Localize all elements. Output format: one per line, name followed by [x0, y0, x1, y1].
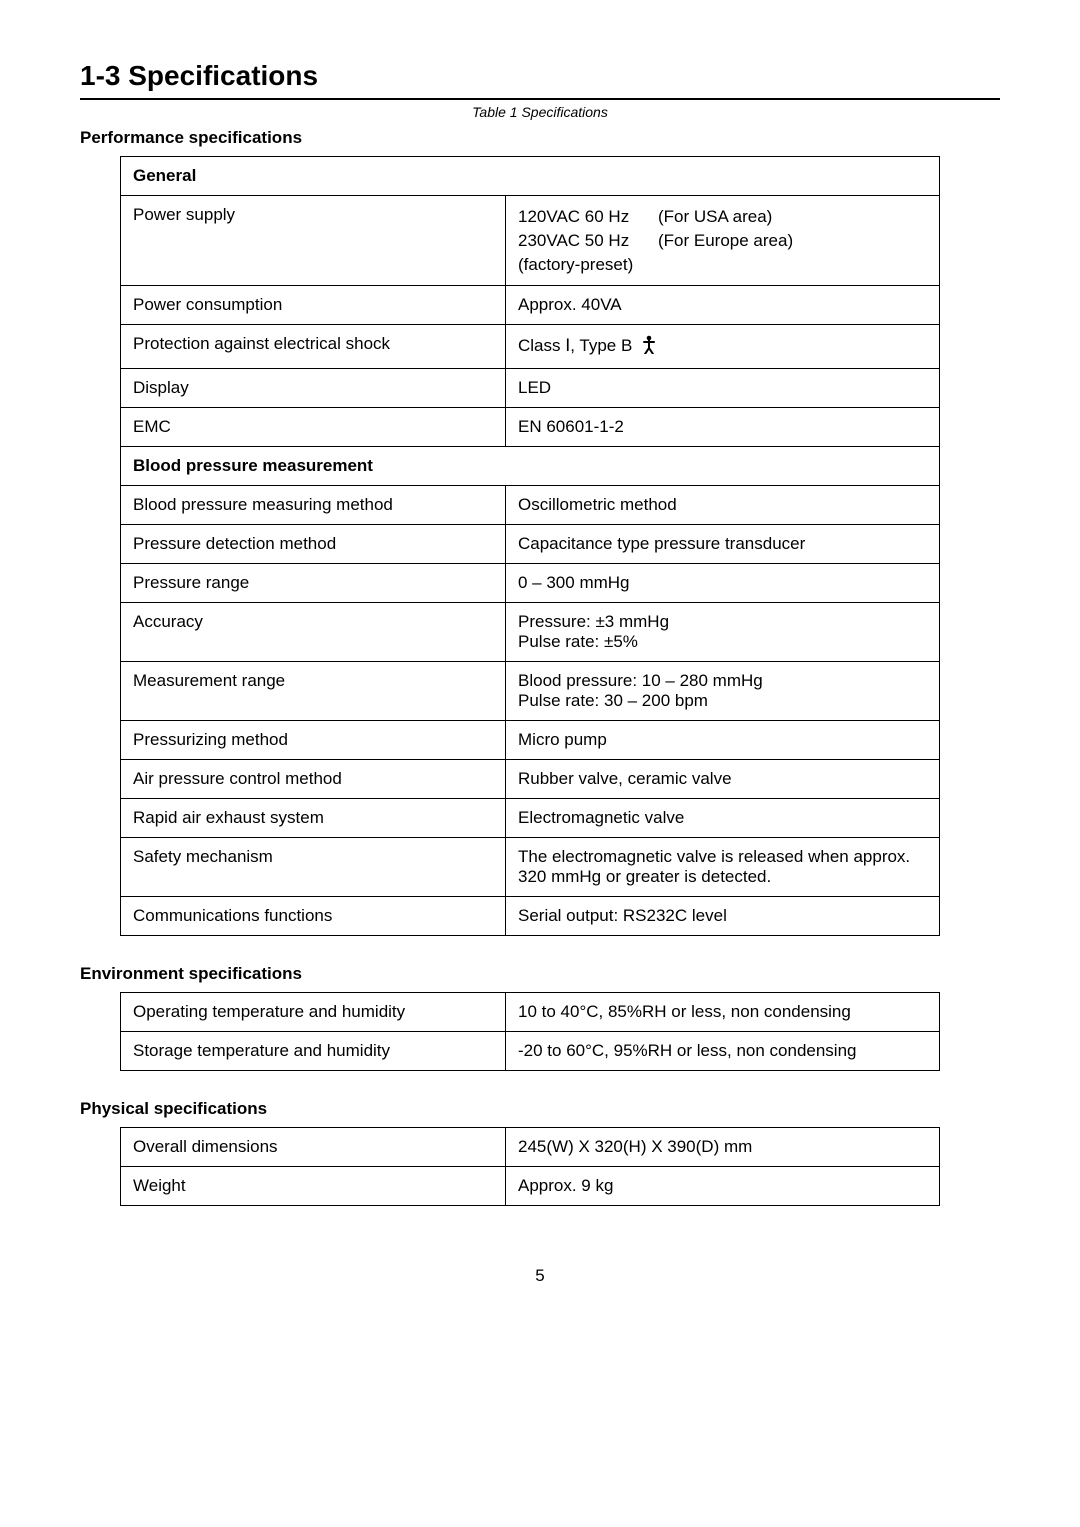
type-b-icon	[641, 334, 657, 359]
table-row: Power supply 120VAC 60 Hz (For USA area)…	[121, 196, 940, 286]
spec-label: Display	[121, 369, 506, 408]
page-number: 5	[80, 1266, 1000, 1286]
meas-range-pulse: Pulse rate: 30 – 200 bpm	[518, 691, 927, 711]
table-row: Operating temperature and humidity 10 to…	[121, 993, 940, 1032]
table-row: EMC EN 60601-1-2	[121, 408, 940, 447]
spec-label: Air pressure control method	[121, 760, 506, 799]
performance-subhead: Performance specifications	[80, 128, 1000, 148]
power-supply-usa-volt: 120VAC 60 Hz	[518, 205, 658, 229]
spec-value: Approx. 9 kg	[506, 1167, 940, 1206]
spec-value: Capacitance type pressure transducer	[506, 525, 940, 564]
spec-value: 245(W) X 320(H) X 390(D) mm	[506, 1128, 940, 1167]
table-row: Communications functions Serial output: …	[121, 897, 940, 936]
accuracy-pressure: Pressure: ±3 mmHg	[518, 612, 927, 632]
spec-label: Weight	[121, 1167, 506, 1206]
section-heading: 1-3 Specifications	[80, 60, 1000, 100]
physical-table: Overall dimensions 245(W) X 320(H) X 390…	[120, 1127, 940, 1206]
spec-label: Accuracy	[121, 603, 506, 662]
table-row: Weight Approx. 9 kg	[121, 1167, 940, 1206]
table-caption: Table 1 Specifications	[80, 104, 1000, 120]
table-row: Blood pressure measuring method Oscillom…	[121, 486, 940, 525]
spec-label: Pressurizing method	[121, 721, 506, 760]
spec-value: The electromagnetic valve is released wh…	[506, 838, 940, 897]
spec-label: Overall dimensions	[121, 1128, 506, 1167]
meas-range-bp: Blood pressure: 10 – 280 mmHg	[518, 671, 927, 691]
table-row: General	[121, 157, 940, 196]
spec-label: Pressure detection method	[121, 525, 506, 564]
table-row: Overall dimensions 245(W) X 320(H) X 390…	[121, 1128, 940, 1167]
power-supply-eu-area: (For Europe area)	[658, 229, 793, 253]
spec-value: 10 to 40°C, 85%RH or less, non condensin…	[506, 993, 940, 1032]
spec-value: EN 60601-1-2	[506, 408, 940, 447]
spec-value: 0 – 300 mmHg	[506, 564, 940, 603]
environment-table: Operating temperature and humidity 10 to…	[120, 992, 940, 1071]
physical-subhead: Physical specifications	[80, 1099, 1000, 1119]
table-row: Display LED	[121, 369, 940, 408]
table-row: Rapid air exhaust system Electromagnetic…	[121, 799, 940, 838]
spec-label: Measurement range	[121, 662, 506, 721]
spec-value: Pressure: ±3 mmHg Pulse rate: ±5%	[506, 603, 940, 662]
spec-value: Serial output: RS232C level	[506, 897, 940, 936]
spec-label: Communications functions	[121, 897, 506, 936]
spec-value: Class Ⅰ, Type B	[506, 325, 940, 369]
spec-value: -20 to 60°C, 95%RH or less, non condensi…	[506, 1032, 940, 1071]
spec-value: Electromagnetic valve	[506, 799, 940, 838]
spec-value: Approx. 40VA	[506, 286, 940, 325]
spec-label: Protection against electrical shock	[121, 325, 506, 369]
power-supply-eu-volt: 230VAC 50 Hz	[518, 229, 658, 253]
spec-label: Pressure range	[121, 564, 506, 603]
section-header-general: General	[121, 157, 940, 196]
spec-label: Safety mechanism	[121, 838, 506, 897]
table-row: Pressure detection method Capacitance ty…	[121, 525, 940, 564]
spec-label: Power consumption	[121, 286, 506, 325]
performance-table: General Power supply 120VAC 60 Hz (For U…	[120, 156, 940, 936]
table-row: Storage temperature and humidity -20 to …	[121, 1032, 940, 1071]
table-row: Pressure range 0 – 300 mmHg	[121, 564, 940, 603]
table-row: Pressurizing method Micro pump	[121, 721, 940, 760]
spec-label: Rapid air exhaust system	[121, 799, 506, 838]
protection-text: Class Ⅰ, Type B	[518, 336, 632, 355]
table-row: Accuracy Pressure: ±3 mmHg Pulse rate: ±…	[121, 603, 940, 662]
power-supply-factory: (factory-preset)	[518, 253, 927, 277]
power-supply-usa-area: (For USA area)	[658, 205, 772, 229]
spec-value: Blood pressure: 10 – 280 mmHg Pulse rate…	[506, 662, 940, 721]
spec-value: 120VAC 60 Hz (For USA area) 230VAC 50 Hz…	[506, 196, 940, 286]
accuracy-pulse: Pulse rate: ±5%	[518, 632, 927, 652]
spec-label: Blood pressure measuring method	[121, 486, 506, 525]
spec-value: LED	[506, 369, 940, 408]
environment-subhead: Environment specifications	[80, 964, 1000, 984]
table-row: Measurement range Blood pressure: 10 – 2…	[121, 662, 940, 721]
section-header-bp: Blood pressure measurement	[121, 447, 940, 486]
table-row: Protection against electrical shock Clas…	[121, 325, 940, 369]
spec-value: Oscillometric method	[506, 486, 940, 525]
spec-value: Micro pump	[506, 721, 940, 760]
spec-label: Operating temperature and humidity	[121, 993, 506, 1032]
spec-value: Rubber valve, ceramic valve	[506, 760, 940, 799]
table-row: Safety mechanism The electromagnetic val…	[121, 838, 940, 897]
table-row: Air pressure control method Rubber valve…	[121, 760, 940, 799]
table-row: Power consumption Approx. 40VA	[121, 286, 940, 325]
spec-label: EMC	[121, 408, 506, 447]
spec-label: Power supply	[121, 196, 506, 286]
spec-label: Storage temperature and humidity	[121, 1032, 506, 1071]
table-row: Blood pressure measurement	[121, 447, 940, 486]
